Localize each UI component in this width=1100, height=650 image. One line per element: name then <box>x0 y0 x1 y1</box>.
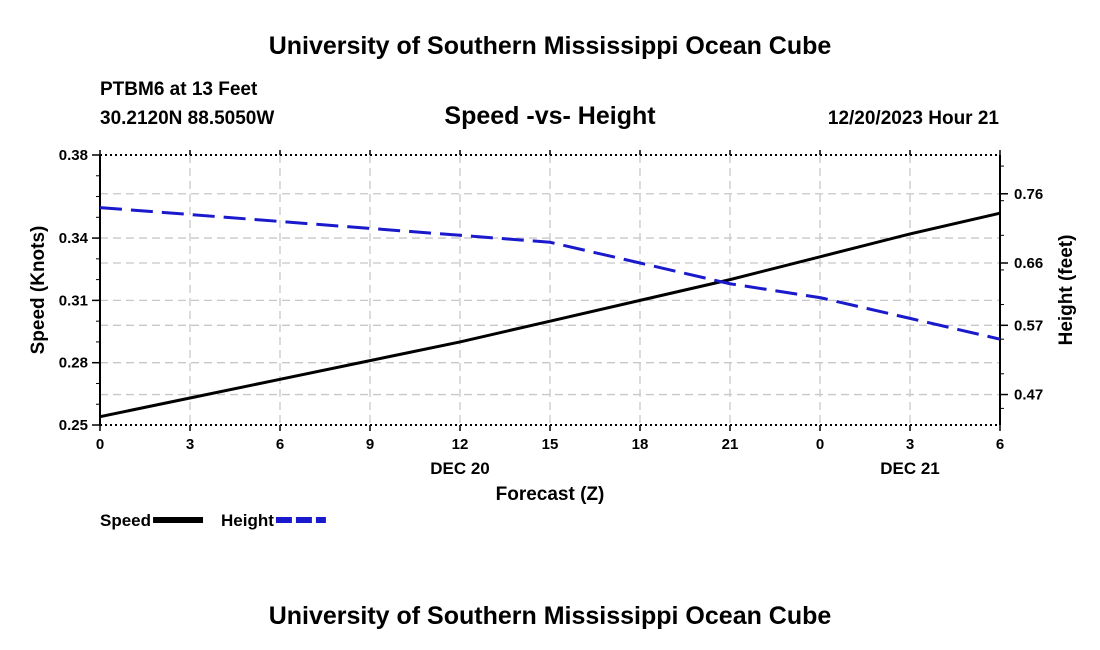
y-tick-label: 0.31 <box>59 292 88 309</box>
y-tick-label: 0.34 <box>59 230 89 247</box>
series <box>99 206 1001 419</box>
y2-axis-label: Height (feet) <box>1056 235 1077 346</box>
tick-labels: 0 3 6 9 12 15 18 21 0 3 6 DEC 20 DEC 21 0.25 0.28 0.31 0… <box>59 147 1043 478</box>
coordinates-label: 30.2120N 88.5050W <box>100 108 274 129</box>
grid <box>100 155 1000 425</box>
legend: Speed Height <box>100 511 326 530</box>
x-tick-label: 6 <box>276 436 284 453</box>
y-tick-label: 0.25 <box>59 417 88 434</box>
y2-tick-label: 0.76 <box>1014 186 1043 203</box>
x-tick-label: 3 <box>186 436 194 453</box>
x-tick-label: 15 <box>542 436 559 453</box>
footer-title: University of Southern Mississippi Ocean… <box>269 602 832 630</box>
x-tick-label: 12 <box>452 436 469 453</box>
chart-title: Speed -vs- Height <box>444 102 656 130</box>
legend-label-height: Height <box>221 511 274 530</box>
x-tick-label: 0 <box>96 436 104 453</box>
x-tick-label: 9 <box>366 436 374 453</box>
x-tick-label: 18 <box>632 436 649 453</box>
x-tick-label: 21 <box>722 436 739 453</box>
y2-tick-label: 0.47 <box>1014 387 1043 404</box>
legend-label-speed: Speed <box>100 511 151 530</box>
x-tick-label: 6 <box>996 436 1004 453</box>
x-tick-label: 3 <box>906 436 914 453</box>
y-axis-label: Speed (Knots) <box>28 226 49 355</box>
series-line-speed <box>99 211 1001 419</box>
x-axis-label: Forecast (Z) <box>496 484 605 505</box>
x-date-label: DEC 21 <box>880 459 940 478</box>
x-tick-label: 0 <box>816 436 824 453</box>
forecast-date-label: 12/20/2023 Hour 21 <box>828 108 1000 129</box>
y-tick-label: 0.28 <box>59 355 88 372</box>
x-date-label: DEC 20 <box>430 459 490 478</box>
chart-header-title: University of Southern Mississippi Ocean… <box>269 32 832 60</box>
y2-tick-label: 0.57 <box>1014 317 1043 334</box>
y-tick-label: 0.38 <box>59 147 88 164</box>
station-label: PTBM6 at 13 Feet <box>100 79 258 100</box>
series-line-height <box>99 206 1001 341</box>
y2-tick-label: 0.66 <box>1014 255 1043 272</box>
axes <box>92 150 1008 431</box>
